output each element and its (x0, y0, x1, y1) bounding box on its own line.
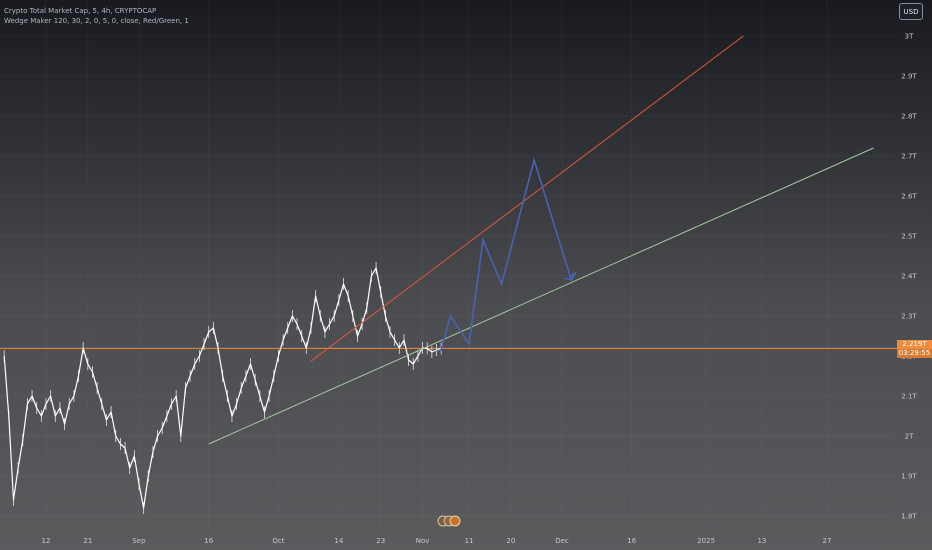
y-tick-label: 2.1T (901, 393, 917, 401)
y-axis: 3T2.9T2.8T2.7T2.6T2.5T2.4T2.3T2.2T2.1T2T… (0, 33, 917, 521)
y-tick-label: 2.9T (901, 73, 917, 81)
indicator-title[interactable]: Wedge Maker 120, 30, 2, 0, 5, 0, close, … (4, 17, 189, 25)
x-tick-label: 21 (83, 537, 92, 545)
x-tick-label: Nov (416, 537, 430, 545)
y-tick-label: 2.8T (901, 113, 917, 121)
y-tick-label: 2.5T (901, 233, 917, 241)
lower-wedge-line[interactable] (208, 147, 874, 445)
x-tick-label: 14 (334, 537, 343, 545)
x-tick-label: 16 (204, 537, 213, 545)
x-tick-label: 2025 (697, 537, 715, 545)
y-tick-label: 3T (905, 33, 914, 41)
y-tick-label: 2T (905, 433, 914, 441)
x-tick-label: 20 (506, 537, 515, 545)
price-series (3, 262, 442, 514)
x-tick-label: Oct (272, 537, 284, 545)
currency-button[interactable]: USD (899, 3, 923, 20)
x-axis: 12 21 Sep 16 Oct 14 23 Nov 11 20 Dec 16 2025 13 27 (42, 537, 832, 545)
upper-wedge-line[interactable] (310, 35, 744, 362)
price-tag-value: 2.219T (897, 340, 932, 350)
x-tick-label: 16 (627, 537, 636, 545)
price-countdown: 03:29:55 (897, 349, 932, 359)
y-tick-label: 2.4T (901, 273, 917, 281)
event-markers[interactable] (437, 515, 461, 527)
forecast-path[interactable] (436, 157, 577, 352)
chart-legend: Crypto Total Market Cap, 5, 4h, CRYPTOCA… (4, 6, 189, 26)
y-tick-label: 2.7T (901, 153, 917, 161)
symbol-title[interactable]: Crypto Total Market Cap, 5, 4h, CRYPTOCA… (4, 7, 157, 15)
x-tick-label: Dec (555, 537, 569, 545)
y-tick-label: 1.8T (901, 513, 917, 521)
x-tick-label: 13 (757, 537, 766, 545)
x-tick-label: 23 (376, 537, 385, 545)
event-marker-icon[interactable] (449, 515, 461, 527)
x-tick-label: 12 (42, 537, 51, 545)
x-tick-label: Sep (132, 537, 146, 545)
y-tick-label: 2.3T (901, 313, 917, 321)
x-tick-label: 27 (823, 537, 832, 545)
forecast-arrow-icon (564, 272, 575, 281)
y-tick-label: 1.9T (901, 473, 917, 481)
y-tick-label: 2.6T (901, 193, 917, 201)
series-line (3, 267, 442, 509)
x-tick-label: 11 (465, 537, 474, 545)
